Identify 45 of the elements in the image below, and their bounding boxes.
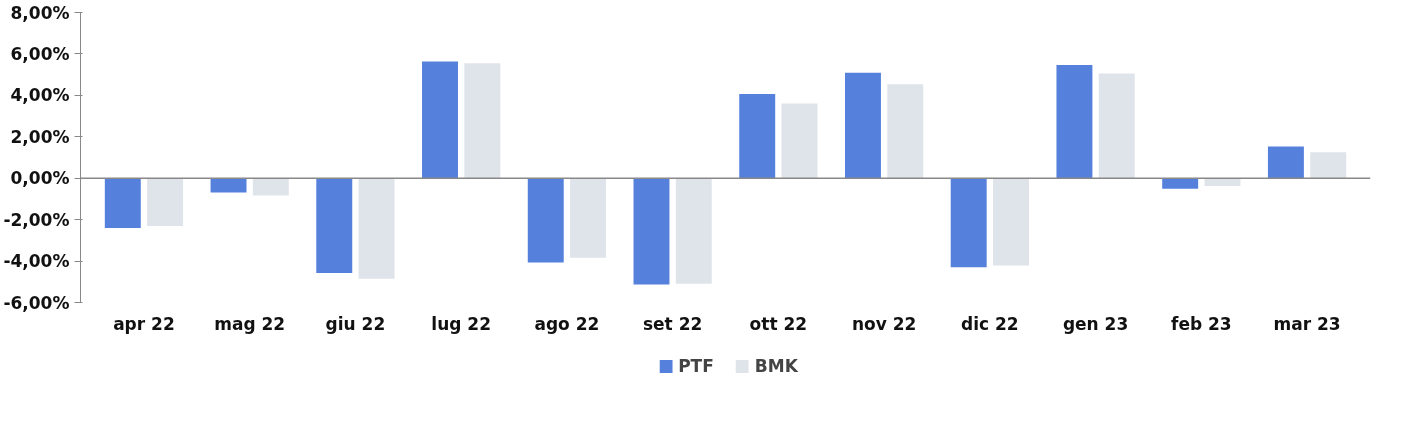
y-tick-label: 6,00% [10,43,70,64]
bar [570,178,607,258]
bar [1098,73,1135,179]
x-tick-label: mag 22 [214,313,286,334]
x-tick-label: ago 22 [534,313,600,334]
bar [147,178,184,227]
bar [1056,65,1093,179]
bar [739,93,776,179]
bar [950,178,987,268]
y-tick-label: -6,00% [3,292,70,313]
y-tick-label: 8,00% [10,2,70,23]
bar [527,178,564,263]
bar [210,178,247,193]
bar [887,84,924,179]
x-tick-label: giu 22 [325,313,386,334]
bar [358,178,395,279]
bar [252,178,289,196]
y-tick-label: 4,00% [10,85,70,106]
bar [781,103,818,179]
y-tick-label: 0,00% [10,168,70,189]
x-tick-label: apr 22 [113,313,175,334]
bar [633,178,670,285]
y-tick-label: 2,00% [10,126,70,147]
bar [316,178,353,273]
bar [993,178,1029,266]
x-tick-label: feb 23 [1170,313,1232,334]
x-tick-label: mar 23 [1273,313,1341,334]
y-tick-label: -4,00% [3,251,70,272]
x-tick-label: gen 23 [1062,313,1129,334]
x-tick-label: dic 22 [961,313,1019,334]
bar [1162,178,1199,189]
x-tick-label: nov 22 [851,313,917,334]
bar [464,63,501,179]
x-tick-label: set 22 [642,313,703,334]
bar [1310,152,1347,179]
bar [422,61,458,179]
legend-label: BMK [754,356,798,376]
bar [1267,146,1304,179]
bar [844,72,881,179]
x-tick-label: ott 22 [749,313,808,334]
x-tick-label: lug 22 [431,313,492,334]
bar [675,178,712,284]
y-tick-label: -2,00% [3,209,70,230]
legend-label: PTF [678,356,714,376]
bar [104,178,141,228]
